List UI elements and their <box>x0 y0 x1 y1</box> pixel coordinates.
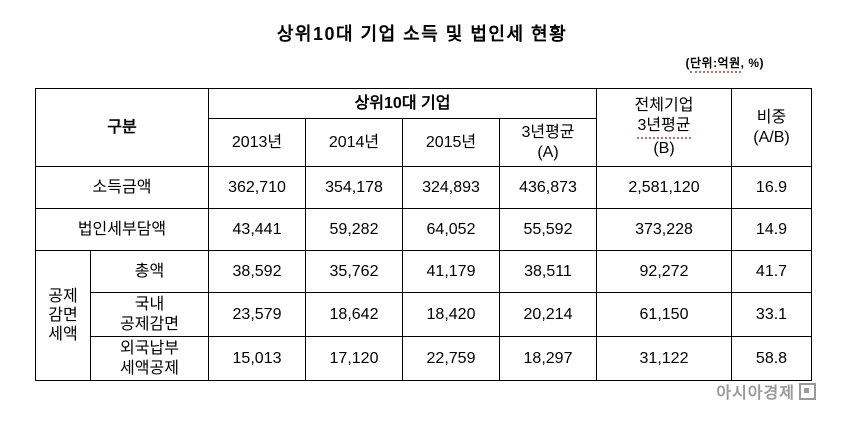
cell-dedtotal-total-b: 92,272 <box>596 250 732 293</box>
cell-income-total-b: 2,581,120 <box>596 166 732 209</box>
header-total-b-line1: 전체기업 <box>634 97 694 114</box>
cell-income-ratio: 16.9 <box>731 166 812 209</box>
cell-corptax-ratio: 14.9 <box>731 208 812 251</box>
header-avg-a: 3년평균 (A) <box>499 118 597 167</box>
header-total-b-line3: (B) <box>653 140 675 157</box>
cell-domestic-avg-a: 20,214 <box>499 292 597 337</box>
cell-foreign-2013: 15,013 <box>208 336 306 381</box>
cell-foreign-total-b: 31,122 <box>596 336 732 381</box>
table-row-foreign-credit: 외국납부 세액공제 15,013 17,120 22,759 18,297 31… <box>36 336 812 381</box>
cell-domestic-total-b: 61,150 <box>596 292 732 337</box>
header-total-b-line2: 3년평균 <box>637 116 691 139</box>
header-gubun: 구분 <box>35 88 209 167</box>
header-year-2013: 2013년 <box>208 118 306 167</box>
cell-corptax-avg-a: 55,592 <box>499 208 597 251</box>
asiae-logo-icon <box>799 382 816 400</box>
header-year-2014: 2014년 <box>305 118 403 167</box>
table-row-corptax: 법인세부담액 43,441 59,282 64,052 55,592 373,2… <box>35 208 812 251</box>
cell-income-2015: 324,893 <box>402 166 500 209</box>
unit-note-underlined: 단위:억원 <box>689 56 741 73</box>
cell-corptax-2013: 43,441 <box>208 208 306 251</box>
header-total-b: 전체기업 3년평균 (B) <box>596 88 732 167</box>
row-label-deduction-total: 총액 <box>90 250 209 293</box>
cell-foreign-2014: 17,120 <box>305 336 403 381</box>
cell-corptax-total-b: 373,228 <box>596 208 732 251</box>
cell-income-2013: 362,710 <box>208 166 306 209</box>
table-row-deduction-total: 공제 감면 세액 총액 38,592 35,762 41,179 38,511 … <box>35 250 812 381</box>
cell-corptax-2015: 64,052 <box>402 208 500 251</box>
unit-note: (단위:억원, %) <box>685 54 764 73</box>
cell-domestic-2013: 23,579 <box>208 292 306 337</box>
watermark-text: 아시아경제 <box>716 385 795 402</box>
watermark: 아시아경제 <box>716 379 816 403</box>
cell-corptax-2014: 59,282 <box>305 208 403 251</box>
row-label-domestic: 국내 공제감면 <box>90 292 209 337</box>
row-label-income: 소득금액 <box>35 166 209 209</box>
cell-foreign-avg-a: 18,297 <box>499 336 597 381</box>
table-row-domestic-deduction: 국내 공제감면 23,579 18,642 18,420 20,214 61,1… <box>36 292 812 337</box>
cell-dedtotal-2015: 41,179 <box>402 250 500 293</box>
cell-domestic-ratio: 33.1 <box>731 292 812 337</box>
cell-income-2014: 354,178 <box>305 166 403 209</box>
cell-foreign-ratio: 58.8 <box>731 336 812 381</box>
cell-domestic-2015: 18,420 <box>402 292 500 337</box>
table-row-income: 소득금액 362,710 354,178 324,893 436,873 2,5… <box>35 166 812 209</box>
row-label-corptax: 법인세부담액 <box>35 208 209 251</box>
data-table: 구분 상위10대 기업 전체기업 3년평균 (B) 비중 (A/B) 2013년… <box>35 88 812 381</box>
row-label-foreign: 외국납부 세액공제 <box>90 336 209 381</box>
cell-domestic-2014: 18,642 <box>305 292 403 337</box>
header-year-2015: 2015년 <box>402 118 500 167</box>
header-top10-group: 상위10대 기업 <box>208 88 597 119</box>
cell-dedtotal-2014: 35,762 <box>305 250 403 293</box>
page-title: 상위10대 기업 소득 및 법인세 현황 <box>276 24 568 44</box>
unit-note-prefix: ( <box>685 56 690 70</box>
cell-dedtotal-ratio: 41.7 <box>731 250 812 293</box>
unit-note-suffix: , %) <box>740 56 764 70</box>
row-group-deduction: 공제 감면 세액 <box>35 250 91 381</box>
cell-dedtotal-2013: 38,592 <box>208 250 306 293</box>
cell-foreign-2015: 22,759 <box>402 336 500 381</box>
cell-income-avg-a: 436,873 <box>499 166 597 209</box>
cell-dedtotal-avg-a: 38,511 <box>499 250 597 293</box>
header-ratio: 비중 (A/B) <box>731 88 812 167</box>
